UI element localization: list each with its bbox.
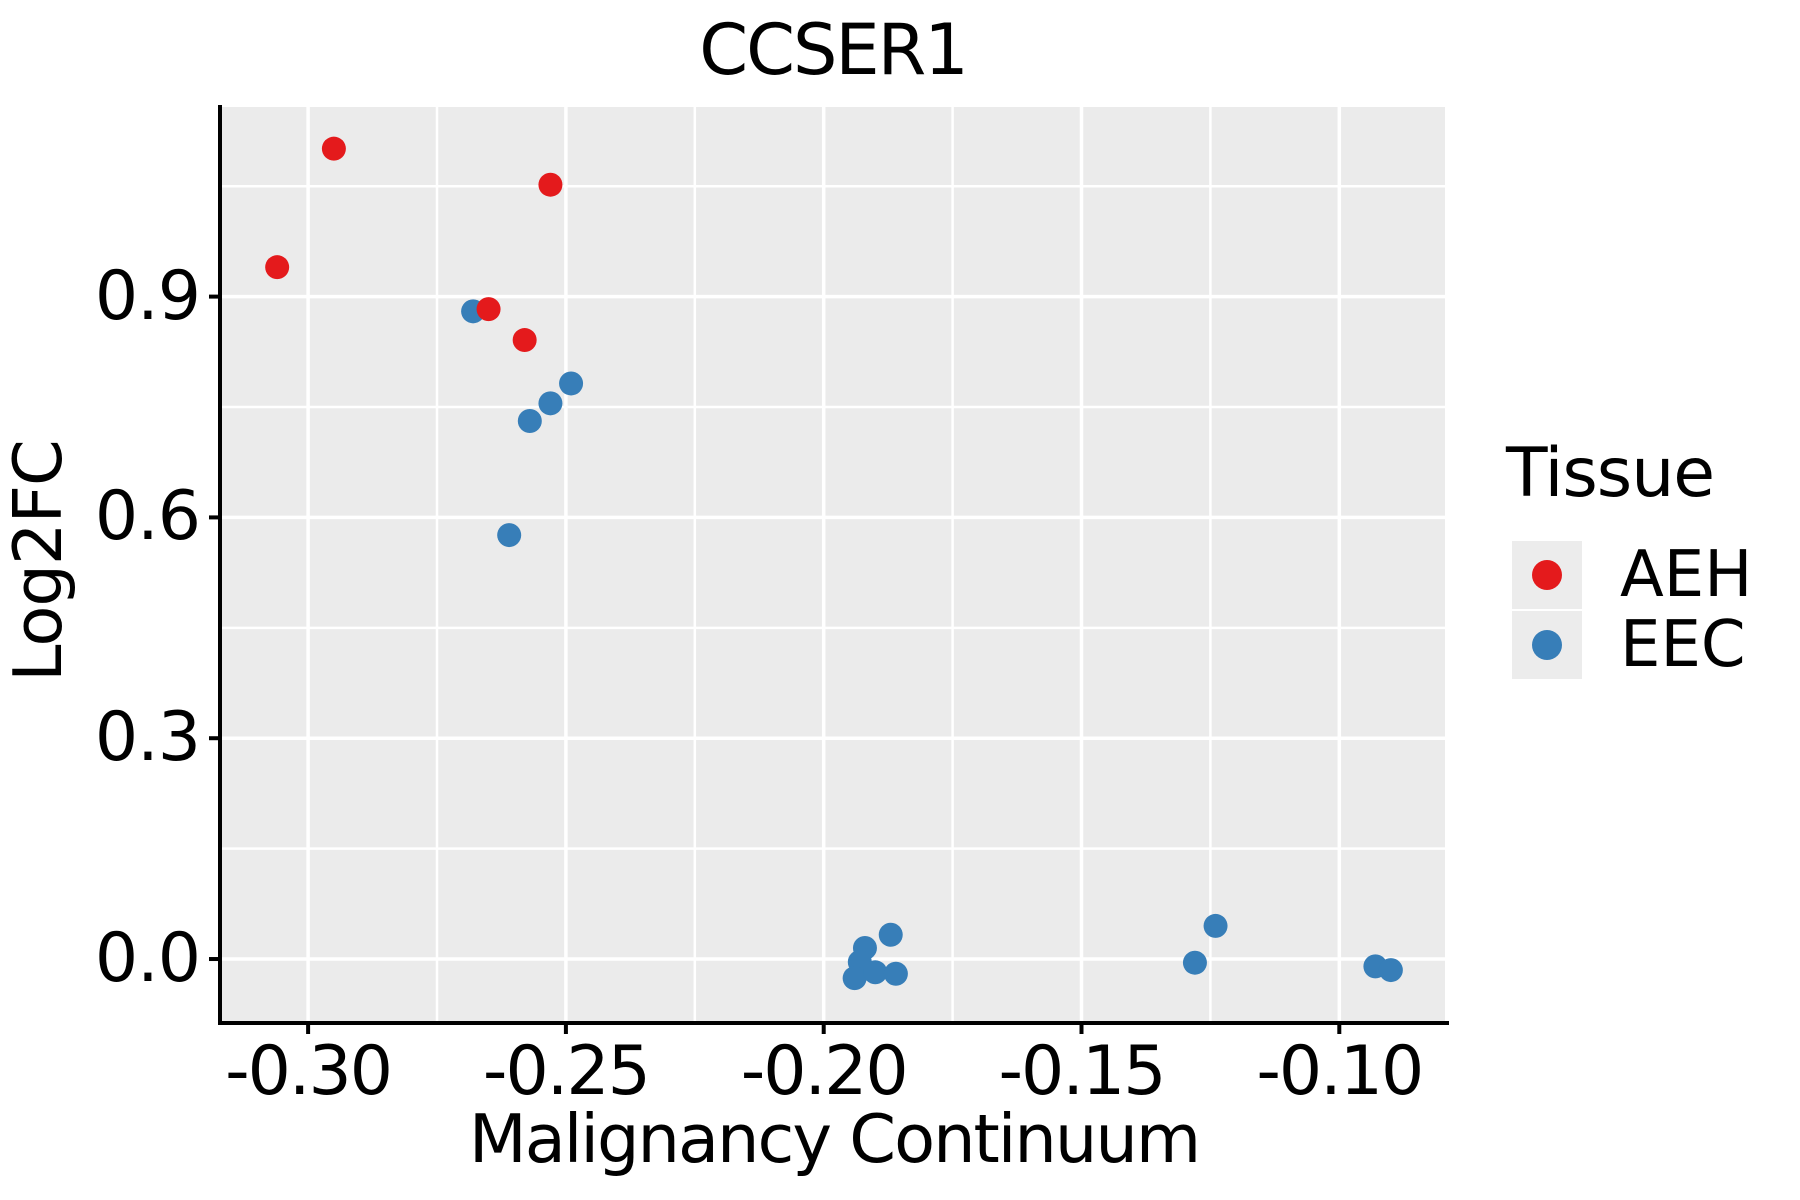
data-point-eec xyxy=(842,966,867,991)
data-point-eec xyxy=(559,371,584,396)
legend-marker-aeh-icon xyxy=(1532,560,1562,590)
x-tick-label: -0.30 xyxy=(225,1032,393,1111)
x-axis-title: Malignancy Continuum xyxy=(468,1100,1201,1178)
x-tick-label: -0.10 xyxy=(1256,1032,1424,1111)
data-point-eec xyxy=(1203,913,1228,938)
data-point-aeh xyxy=(538,172,563,197)
x-tick-label: -0.25 xyxy=(482,1032,651,1111)
data-point-eec xyxy=(1378,958,1403,983)
data-point-eec xyxy=(497,523,522,548)
data-point-aeh xyxy=(265,255,290,280)
y-axis-title: Log2FC xyxy=(0,440,77,682)
legend-title: Tissue xyxy=(1506,434,1715,513)
y-tick-label: 0.9 xyxy=(94,256,201,336)
data-point-aeh xyxy=(321,136,346,161)
legend-key-eec xyxy=(1512,611,1582,679)
data-point-eec xyxy=(517,408,542,433)
data-point-aeh xyxy=(476,297,501,322)
x-tick-label: -0.15 xyxy=(998,1032,1167,1111)
data-point-eec xyxy=(863,960,888,985)
plot-panel xyxy=(222,107,1445,1021)
y-tick-label: 0.3 xyxy=(94,698,201,778)
data-point-aeh xyxy=(512,328,537,353)
x-tick-label: -0.20 xyxy=(740,1032,909,1111)
y-tick-label: 0.0 xyxy=(94,919,201,999)
data-point-eec xyxy=(878,922,903,947)
data-point-eec xyxy=(538,391,563,416)
chart-title: CCSER1 xyxy=(699,9,969,91)
legend-key-aeh xyxy=(1512,541,1582,609)
legend-label-eec: EEC xyxy=(1620,608,1746,682)
legend-marker-eec-icon xyxy=(1532,630,1562,660)
y-tick-label: 0.6 xyxy=(94,477,201,557)
data-point-eec xyxy=(1182,950,1207,975)
legend-label-aeh: AEH xyxy=(1620,538,1753,612)
data-point-eec xyxy=(883,961,908,986)
